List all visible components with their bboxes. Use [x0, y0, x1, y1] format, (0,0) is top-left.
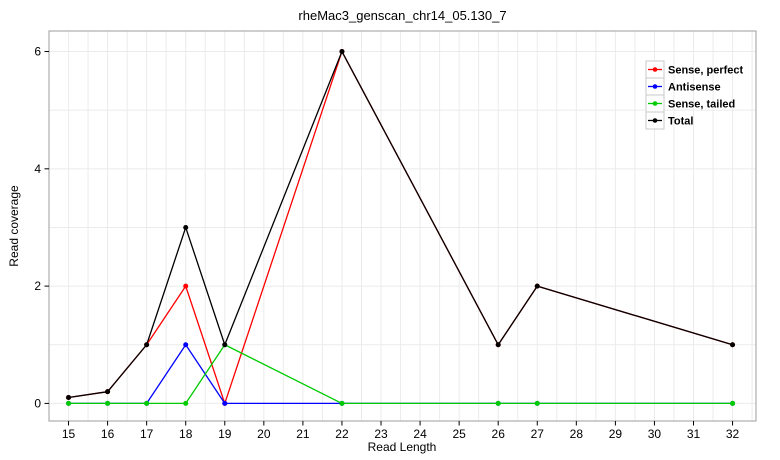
data-point — [144, 400, 150, 406]
x-tick-label: 30 — [648, 427, 662, 441]
legend-entry: Sense, tailed — [645, 94, 735, 113]
y-tick-label: 2 — [34, 279, 41, 293]
data-point — [730, 342, 736, 348]
data-point — [183, 283, 189, 289]
data-point — [339, 400, 345, 406]
y-axis: 0 2 4 6 — [34, 45, 49, 410]
x-tick-label: 26 — [492, 427, 506, 441]
x-tick-label: 25 — [452, 427, 466, 441]
x-tick-label: 32 — [726, 427, 740, 441]
x-tick-label: 27 — [531, 427, 545, 441]
data-point — [339, 49, 345, 55]
x-axis: 15 16 17 18 19 20 21 22 23 24 25 26 27 28 29 30 31 32 — [62, 421, 740, 441]
x-tick-label: 17 — [140, 427, 154, 441]
data-point — [66, 400, 72, 406]
data-point — [222, 400, 228, 406]
legend-swatch-dot — [652, 67, 658, 72]
data-point — [495, 342, 501, 348]
plot-border — [48, 30, 757, 422]
legend-entry: Sense, perfect — [645, 60, 744, 79]
series-total — [66, 49, 736, 401]
y-tick-label: 4 — [34, 162, 41, 176]
data-point — [66, 395, 72, 401]
data-point — [495, 400, 501, 406]
legend-label: Antisense — [668, 82, 721, 94]
y-axis-label: Read coverage — [7, 185, 21, 267]
plot-area — [49, 31, 756, 421]
legend-label: Total — [668, 116, 693, 128]
data-point — [534, 283, 540, 289]
legend-entry: Total — [645, 111, 693, 130]
legend: Sense, perfect Antisense Sense, tailed Tota… — [645, 60, 744, 130]
x-tick-label: 22 — [335, 427, 349, 441]
x-tick-label: 31 — [687, 427, 701, 441]
x-tick-label: 16 — [101, 427, 115, 441]
y-tick-label: 6 — [34, 45, 41, 59]
x-tick-label: 21 — [296, 427, 310, 441]
legend-entry: Antisense — [645, 77, 721, 96]
legend-label: Sense, perfect — [668, 65, 744, 77]
x-tick-label: 28 — [570, 427, 584, 441]
data-point — [534, 400, 540, 406]
x-tick-label: 20 — [257, 427, 271, 441]
data-point — [222, 342, 228, 348]
legend-swatch-dot — [652, 84, 658, 89]
legend-label: Sense, tailed — [668, 99, 735, 111]
y-tick-label: 0 — [34, 396, 41, 410]
x-tick-label: 15 — [62, 427, 76, 441]
data-point — [144, 342, 150, 348]
x-axis-label: Read Length — [367, 440, 437, 454]
x-tick-label: 19 — [218, 427, 232, 441]
data-point — [183, 342, 189, 348]
legend-swatch-dot — [652, 101, 658, 106]
data-point — [730, 400, 736, 406]
data-point — [183, 400, 189, 406]
legend-swatch-dot — [652, 118, 658, 123]
chart-title: rheMac3_genscan_chr14_05.130_7 — [298, 8, 507, 23]
x-tick-label: 23 — [374, 427, 388, 441]
x-tick-label: 18 — [179, 427, 193, 441]
data-point — [105, 389, 111, 395]
data-point — [105, 400, 111, 406]
data-point — [183, 224, 189, 230]
x-tick-label: 24 — [413, 427, 427, 441]
x-tick-label: 29 — [609, 427, 623, 441]
